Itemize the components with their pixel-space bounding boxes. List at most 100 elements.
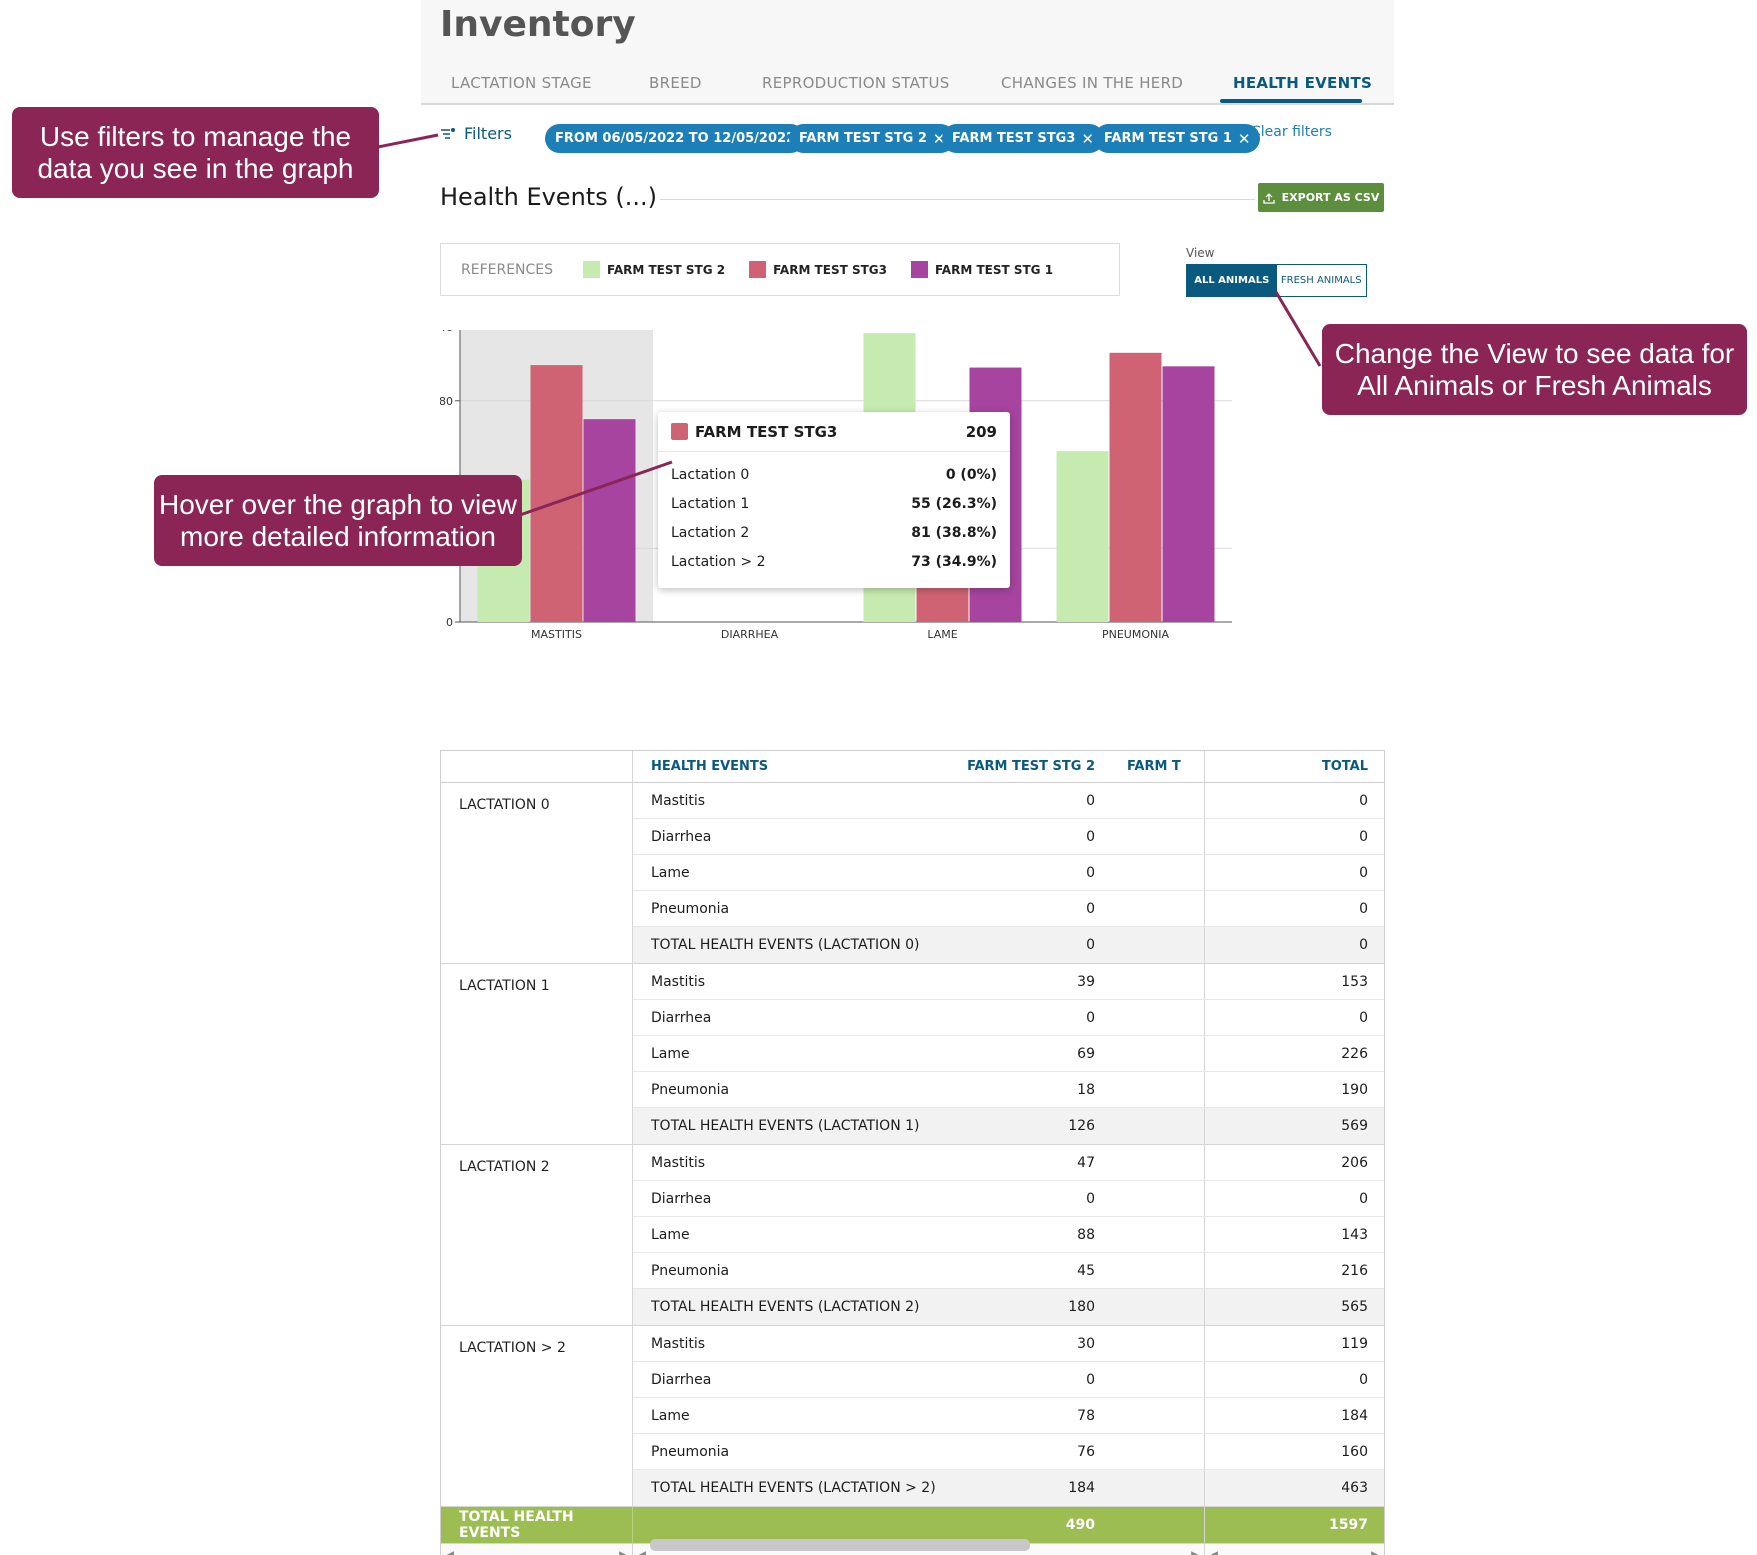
close-icon[interactable]: ✕ bbox=[1237, 129, 1251, 148]
table-row: TOTAL HEALTH EVENTS (LACTATION 1) 126 569 bbox=[633, 1108, 1384, 1144]
scroll-right-icon[interactable]: ▶ bbox=[1191, 1549, 1198, 1555]
stg2-cell: 45 bbox=[1077, 1262, 1095, 1279]
group-label: LACTATION 0 bbox=[441, 783, 633, 963]
stg2-cell: 0 bbox=[1086, 1009, 1095, 1026]
total-cell: 0 bbox=[1359, 900, 1368, 917]
stg3-cell bbox=[1113, 1108, 1205, 1144]
scroll-area-left: ◀ ▶ bbox=[441, 1544, 633, 1555]
filter-chip-stg3[interactable]: FARM TEST STG3 ✕ bbox=[942, 124, 1104, 153]
stg3-cell bbox=[1113, 1217, 1205, 1252]
bar[interactable] bbox=[1109, 352, 1162, 622]
stg2-cell: 0 bbox=[1086, 864, 1095, 881]
event-cell: Diarrhea bbox=[651, 1190, 712, 1207]
event-cell: TOTAL HEALTH EVENTS (LACTATION 1) bbox=[651, 1118, 920, 1134]
event-cell: TOTAL HEALTH EVENTS (LACTATION 2) bbox=[651, 1299, 920, 1315]
tab-reproduction-status[interactable]: REPRODUCTION STATUS bbox=[762, 74, 950, 92]
table-row: Pneumonia 0 0 bbox=[633, 891, 1384, 927]
tooltip-row-value: 73 (34.9%) bbox=[911, 553, 997, 570]
tooltip-row-label: Lactation > 2 bbox=[671, 553, 766, 570]
grand-total-row: TOTAL HEALTH EVENTS 490 1597 bbox=[441, 1507, 1384, 1543]
legend-swatch bbox=[910, 261, 928, 278]
fresh-animals-button[interactable]: FRESH ANIMALS bbox=[1276, 265, 1366, 296]
group-label: LACTATION 1 bbox=[441, 964, 633, 1144]
filter-chip-stg1[interactable]: FARM TEST STG 1 ✕ bbox=[1094, 124, 1261, 153]
legend-swatch bbox=[749, 261, 767, 278]
bar[interactable] bbox=[530, 365, 583, 622]
tooltip-row-label: Lactation 0 bbox=[671, 466, 750, 483]
stg3-cell bbox=[1113, 1289, 1205, 1325]
tab-breed[interactable]: BREED bbox=[649, 74, 702, 92]
header-farm-test-stg3[interactable]: FARM T bbox=[1113, 751, 1205, 782]
tab-changes-in-the-herd[interactable]: CHANGES IN THE HERD bbox=[1001, 74, 1184, 92]
tooltip-row: Lactation > 2 73 (34.9%) bbox=[658, 547, 1010, 576]
tab-lactation-stage[interactable]: LACTATION STAGE bbox=[451, 74, 592, 92]
header-farm-test-stg2[interactable]: FARM TEST STG 2 bbox=[967, 759, 1095, 774]
total-cell: 0 bbox=[1359, 1009, 1368, 1026]
tooltip-total: 209 bbox=[965, 422, 997, 441]
references-label: REFERENCES bbox=[461, 261, 554, 278]
event-cell: Lame bbox=[651, 1045, 690, 1062]
filter-chip-stg2[interactable]: FARM TEST STG 2 ✕ bbox=[789, 124, 956, 153]
scroll-right-icon[interactable]: ▶ bbox=[1371, 1549, 1378, 1555]
grand-total-label: TOTAL HEALTH EVENTS bbox=[441, 1507, 633, 1543]
table-row: Mastitis 30 119 bbox=[633, 1326, 1384, 1362]
stg3-cell bbox=[1113, 1398, 1205, 1433]
bar[interactable] bbox=[583, 419, 636, 622]
stg2-cell: 78 bbox=[1077, 1407, 1095, 1424]
tooltip-row: Lactation 0 0 (0%) bbox=[658, 460, 1010, 489]
total-cell: 226 bbox=[1341, 1045, 1368, 1062]
header-health-events[interactable]: HEALTH EVENTS bbox=[651, 759, 769, 774]
scroll-right-icon[interactable]: ▶ bbox=[619, 1549, 626, 1555]
header-total[interactable]: TOTAL bbox=[1321, 759, 1368, 774]
table-row: Lame 0 0 bbox=[633, 855, 1384, 891]
total-cell: 184 bbox=[1341, 1407, 1368, 1424]
close-icon[interactable]: ✕ bbox=[1081, 129, 1094, 148]
stg2-cell: 39 bbox=[1077, 973, 1095, 990]
tab-health-events[interactable]: HEALTH EVENTS bbox=[1233, 74, 1373, 92]
table-body: LACTATION 0 Mastitis 0 0 Diarrhea 0 0 Lame 0 0 Pne… bbox=[441, 783, 1384, 1507]
legend-item: FARM TEST STG 1 bbox=[910, 261, 1053, 278]
scroll-area-middle: ◀ ▶ bbox=[633, 1544, 1205, 1555]
scroll-left-icon[interactable]: ◀ bbox=[1211, 1549, 1218, 1555]
upload-icon bbox=[1262, 192, 1275, 204]
all-animals-button[interactable]: ALL ANIMALS bbox=[1187, 265, 1277, 296]
stg2-cell: 184 bbox=[1068, 1480, 1095, 1496]
page-title: Inventory bbox=[440, 4, 636, 45]
tooltip-row-label: Lactation 2 bbox=[671, 524, 750, 541]
scrollbar-thumb[interactable] bbox=[650, 1539, 1030, 1551]
event-cell: TOTAL HEALTH EVENTS (LACTATION 0) bbox=[651, 937, 920, 953]
total-cell: 206 bbox=[1341, 1154, 1368, 1171]
bar[interactable] bbox=[1056, 451, 1109, 622]
stg2-cell: 0 bbox=[1086, 828, 1095, 845]
scroll-left-icon[interactable]: ◀ bbox=[447, 1549, 454, 1555]
filters-button[interactable]: Filters bbox=[440, 124, 512, 143]
stg2-cell: 0 bbox=[1086, 1190, 1095, 1207]
export-csv-button[interactable]: EXPORT AS CSV bbox=[1258, 183, 1384, 212]
event-cell: Diarrhea bbox=[651, 1371, 712, 1388]
table-row: TOTAL HEALTH EVENTS (LACTATION 0) 0 0 bbox=[633, 927, 1384, 963]
x-tick-label: DIARRHEA bbox=[721, 628, 779, 641]
group-label: LACTATION 2 bbox=[441, 1145, 633, 1325]
active-tab-indicator bbox=[1220, 99, 1362, 103]
stg3-cell bbox=[1113, 964, 1205, 999]
y-tick-label: 0 bbox=[446, 616, 453, 629]
stg2-cell: 88 bbox=[1077, 1226, 1095, 1243]
export-label: EXPORT AS CSV bbox=[1281, 191, 1380, 204]
table-row: Lame 78 184 bbox=[633, 1398, 1384, 1434]
callout-view: Change the View to see data for All Anim… bbox=[1322, 324, 1747, 415]
stg3-cell bbox=[1113, 819, 1205, 854]
filter-chip-label: FROM 06/05/2022 TO 12/05/2022 bbox=[555, 131, 796, 146]
stg3-cell bbox=[1113, 1326, 1205, 1361]
stg3-cell bbox=[1113, 1072, 1205, 1107]
header-bar bbox=[421, 0, 1394, 105]
filter-chip-date[interactable]: FROM 06/05/2022 TO 12/05/2022 bbox=[545, 124, 806, 153]
total-cell: 565 bbox=[1341, 1299, 1368, 1315]
table-row: Pneumonia 18 190 bbox=[633, 1072, 1384, 1108]
clear-filters-link[interactable]: Clear filters bbox=[1251, 124, 1332, 140]
stg2-cell: 126 bbox=[1068, 1118, 1095, 1134]
stg3-cell bbox=[1113, 1434, 1205, 1469]
bar[interactable] bbox=[1162, 366, 1215, 622]
table-row: TOTAL HEALTH EVENTS (LACTATION > 2) 184 46… bbox=[633, 1470, 1384, 1506]
scroll-left-icon[interactable]: ◀ bbox=[639, 1549, 646, 1555]
